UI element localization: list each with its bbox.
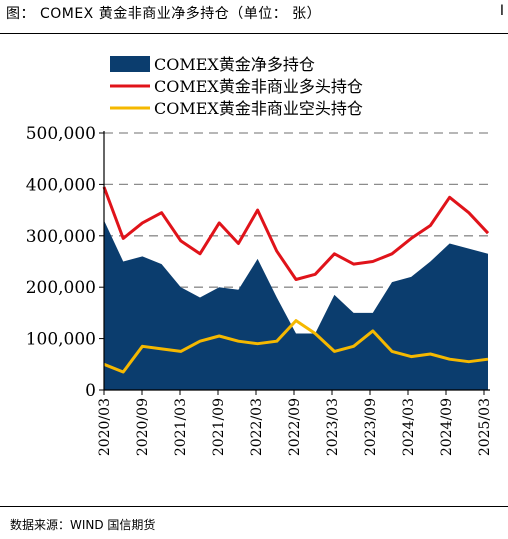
x-tick-label: 2021/03 (173, 398, 189, 456)
net-long-area-layer (104, 220, 488, 390)
x-tick-label: 2022/03 (249, 398, 265, 456)
long-position-line (102, 186, 490, 281)
corner-mark: I (499, 3, 504, 19)
x-tick-label: 2024/09 (439, 398, 455, 456)
legend-swatch (110, 56, 150, 72)
axes (99, 131, 490, 395)
x-tick-label: 2023/09 (363, 398, 379, 456)
short-position-line (103, 319, 489, 374)
y-tick-label: 400,000 (26, 175, 96, 195)
x-tick-label: 2020/09 (135, 398, 151, 456)
y-tick-labels: 0 100,000 200,000 300,000 400,000 500,000 (26, 124, 96, 401)
x-tick-label: 2023/03 (325, 398, 341, 456)
position-lines-layer (102, 186, 490, 374)
legend-label: COMEX黄金非商业空头持仓 (154, 99, 363, 118)
y-tick-label: 300,000 (26, 227, 96, 247)
x-tick-label: 2020/03 (97, 398, 113, 456)
x-tick-label: 2024/03 (401, 398, 417, 456)
page-title: 图： COMEX 黄金非商业净多持仓（单位： 张） (6, 6, 322, 22)
footer-divider (0, 506, 508, 507)
legend-label: COMEX黄金非商业多头持仓 (154, 77, 363, 96)
y-tick-label: 0 (85, 381, 96, 401)
y-tick-label: 500,000 (26, 124, 96, 144)
legend: COMEX黄金净多持仓 COMEX黄金非商业多头持仓 COMEX黄金非商业空头持仓 (110, 55, 363, 118)
source-note: 数据来源：WIND 国信期货 (10, 518, 156, 532)
x-tick-label: 2021/09 (211, 398, 227, 456)
chart: 0 100,000 200,000 300,000 400,000 500,000 202… (26, 55, 493, 456)
title-divider (0, 33, 508, 34)
x-tick-label: 2025/03 (477, 398, 493, 456)
y-tick-label: 100,000 (26, 330, 96, 350)
y-tick-label: 200,000 (26, 278, 96, 298)
legend-label: COMEX黄金净多持仓 (154, 55, 315, 74)
net-long-area (104, 220, 488, 390)
x-tick-label: 2022/09 (287, 398, 303, 456)
x-tick-labels: 2020/03 2020/09 2021/03 2021/09 2022/03 2022/… (97, 398, 493, 456)
